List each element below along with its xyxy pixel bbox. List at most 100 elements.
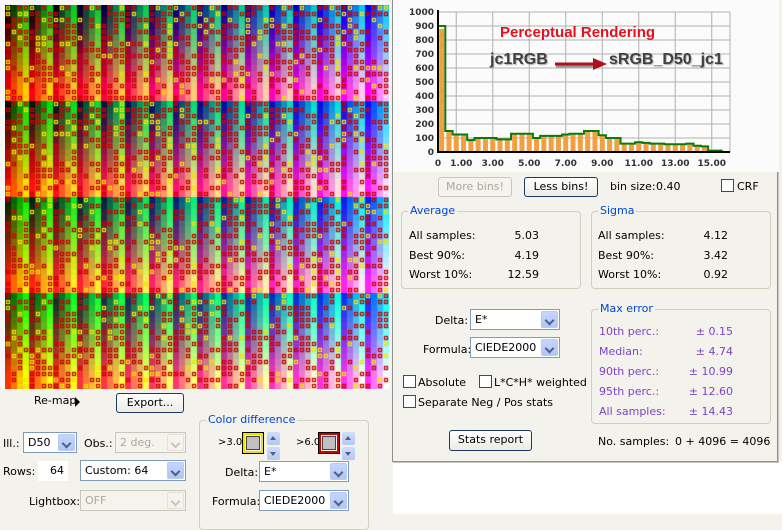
cd-formula-value: CIEDE2000 <box>264 494 326 507</box>
svg-text:7.00: 7.00 <box>555 159 577 169</box>
formula-label: Formula: <box>423 343 472 356</box>
delta-label: Delta: <box>435 314 469 327</box>
svg-text:3.00: 3.00 <box>482 159 504 169</box>
chevron-down-icon[interactable] <box>541 311 558 328</box>
svg-text:0: 0 <box>435 159 441 169</box>
illuminant-select[interactable]: D50 <box>23 432 77 453</box>
cd-delta-label: Delta: <box>225 466 259 479</box>
svg-text:900: 900 <box>415 22 434 32</box>
rows-preset-select[interactable]: Custom: 64 <box>80 460 186 481</box>
svg-text:500: 500 <box>415 78 434 88</box>
export-button[interactable]: Export... <box>116 393 184 413</box>
max-error-value: ± 4.74 <box>695 345 733 358</box>
average-label: All samples: <box>409 229 476 242</box>
chevron-down-icon[interactable] <box>330 492 347 509</box>
sigma-label: All samples: <box>598 229 665 242</box>
rows-preset-value: Custom: 64 <box>85 464 149 477</box>
bin-size-value: 0.40 <box>656 180 681 193</box>
svg-text:15.00: 15.00 <box>698 159 726 169</box>
rows-input[interactable]: 64 <box>38 461 68 481</box>
remap-label: Re-map <box>34 394 77 407</box>
max-error-label: 95th perc.: <box>599 385 660 398</box>
threshold-high-spinner[interactable] <box>342 432 355 460</box>
formula-value: CIEDE2000 <box>475 341 537 354</box>
svg-text:600: 600 <box>415 64 434 74</box>
cd-delta-select[interactable]: E* <box>259 461 349 482</box>
max-error-label: 90th perc.: <box>599 365 660 378</box>
histogram-svg: 0 100 200 300 400 500 600 700 800 900 1000 0 1.00 3.0… <box>409 8 731 169</box>
illuminant-value: D50 <box>28 436 51 449</box>
threshold-high-swatch[interactable] <box>318 432 340 454</box>
source-profile: jc1RGB <box>490 51 548 68</box>
spin-up-icon[interactable] <box>267 432 280 445</box>
lightbox-select[interactable]: OFF <box>80 490 186 511</box>
chart-title: Perceptual Rendering <box>500 24 656 41</box>
average-value: 4.19 <box>514 249 540 262</box>
lightbox-value: OFF <box>85 494 107 507</box>
delta-value: E* <box>475 313 488 326</box>
sigma-value: 3.42 <box>703 249 729 262</box>
observer-value: 2 deg. <box>120 436 155 449</box>
chevron-down-icon <box>167 434 184 451</box>
separate-stats-label: Separate Neg / Pos stats <box>418 396 554 409</box>
absolute-checkbox[interactable] <box>403 375 416 388</box>
chevron-down-icon[interactable] <box>541 339 558 356</box>
cd-formula-select[interactable]: CIEDE2000 <box>259 490 349 511</box>
spin-down-icon[interactable] <box>267 447 280 460</box>
max-error-label: All samples: <box>599 405 666 418</box>
sigma-value: 4.12 <box>703 229 729 242</box>
average-title: Average <box>408 204 458 217</box>
max-error-value: ± 10.99 <box>688 365 733 378</box>
cd-delta-value: E* <box>264 465 277 478</box>
sigma-value: 0.92 <box>703 268 729 281</box>
chevron-down-icon[interactable] <box>58 434 75 451</box>
threshold-low-spinner[interactable] <box>267 432 280 460</box>
remap-arrow-icon[interactable] <box>75 397 80 407</box>
svg-text:9.00: 9.00 <box>591 159 613 169</box>
crf-checkbox[interactable] <box>721 179 734 192</box>
bin-size-label: bin size: <box>610 180 656 193</box>
max-error-title: Max error <box>598 302 655 315</box>
average-group: Average <box>401 204 581 289</box>
sigma-group: Sigma <box>591 204 771 289</box>
svg-text:200: 200 <box>415 120 434 130</box>
stats-report-button[interactable]: Stats report <box>449 430 532 451</box>
separate-stats-checkbox[interactable] <box>403 395 416 408</box>
sigma-title: Sigma <box>598 204 637 217</box>
svg-text:13.00: 13.00 <box>661 159 689 169</box>
cd-formula-label: Formula: <box>212 495 261 508</box>
arrow-right-icon <box>555 58 607 70</box>
max-error-value: ± 14.43 <box>688 405 733 418</box>
background-area <box>393 462 782 514</box>
lightbox-label: Lightbox: <box>29 495 81 508</box>
sigma-label: Worst 10%: <box>598 268 662 281</box>
svg-text:800: 800 <box>415 36 434 46</box>
svg-text:1000: 1000 <box>409 8 434 18</box>
sigma-label: Best 90%: <box>598 249 655 262</box>
rows-label: Rows: <box>3 465 36 478</box>
formula-select[interactable]: CIEDE2000 <box>470 337 560 358</box>
obs-label: Obs.: <box>84 437 113 450</box>
histogram-chart: 0 100 200 300 400 500 600 700 800 900 1000 0 1.00 3.0… <box>393 0 779 172</box>
delta-select[interactable]: E* <box>470 309 560 330</box>
spin-down-icon[interactable] <box>342 447 355 460</box>
svg-text:0: 0 <box>428 148 434 158</box>
chevron-down-icon[interactable] <box>167 462 184 479</box>
threshold-low-swatch[interactable] <box>242 432 264 454</box>
more-bins-button[interactable]: More bins! <box>438 177 512 197</box>
color-difference-title: Color difference <box>206 413 298 426</box>
max-error-value: ± 0.15 <box>695 325 733 338</box>
threshold-low-label: >3.0 <box>218 437 243 448</box>
spin-up-icon[interactable] <box>342 432 355 445</box>
chevron-down-icon[interactable] <box>330 463 347 480</box>
max-error-value: ± 12.60 <box>688 385 733 398</box>
max-error-label: Median: <box>599 345 643 358</box>
color-patch-grid[interactable] <box>5 5 389 389</box>
observer-select[interactable]: 2 deg. <box>115 432 186 453</box>
max-error-group: Max error <box>591 302 771 424</box>
svg-text:1.00: 1.00 <box>450 159 472 169</box>
less-bins-button[interactable]: Less bins! <box>524 177 598 197</box>
lch-weighted-checkbox[interactable] <box>479 375 492 388</box>
svg-text:700: 700 <box>415 50 434 60</box>
histogram-stats-panel: 0 100 200 300 400 500 600 700 800 900 1000 0 1.00 3.0… <box>392 0 779 462</box>
